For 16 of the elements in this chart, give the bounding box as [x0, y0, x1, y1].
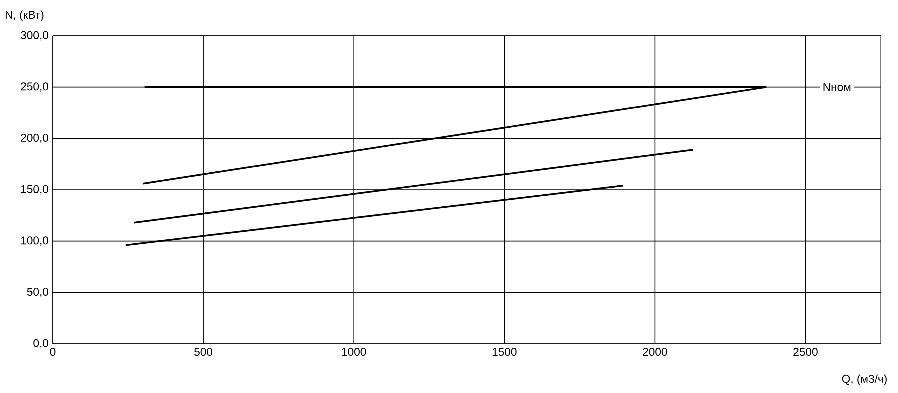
text: Nном	[824, 83, 851, 92]
y-tick-label: 50,0	[27, 288, 49, 298]
y-tick-label: 100,0	[21, 236, 49, 246]
x-tick-label: 2000	[643, 348, 668, 356]
y-tick-label: 300,0	[21, 31, 49, 41]
y-tick-label: 200,0	[21, 134, 49, 144]
x-axis-title: Q, (м3/ч)	[842, 374, 887, 386]
y-axis-title: N, (кВт)	[6, 10, 44, 22]
x-tick-label: 0	[50, 348, 56, 356]
x-tick-label: 2500	[794, 348, 818, 356]
x-tick-label: 1500	[492, 348, 517, 356]
y-tick-label: 0,0	[34, 339, 49, 349]
y-tick-label: 150,0	[21, 185, 49, 195]
y-tick-label: 250,0	[21, 82, 49, 92]
x-tick-label: 1000	[342, 348, 366, 356]
x-tick-label: 500	[194, 348, 213, 356]
